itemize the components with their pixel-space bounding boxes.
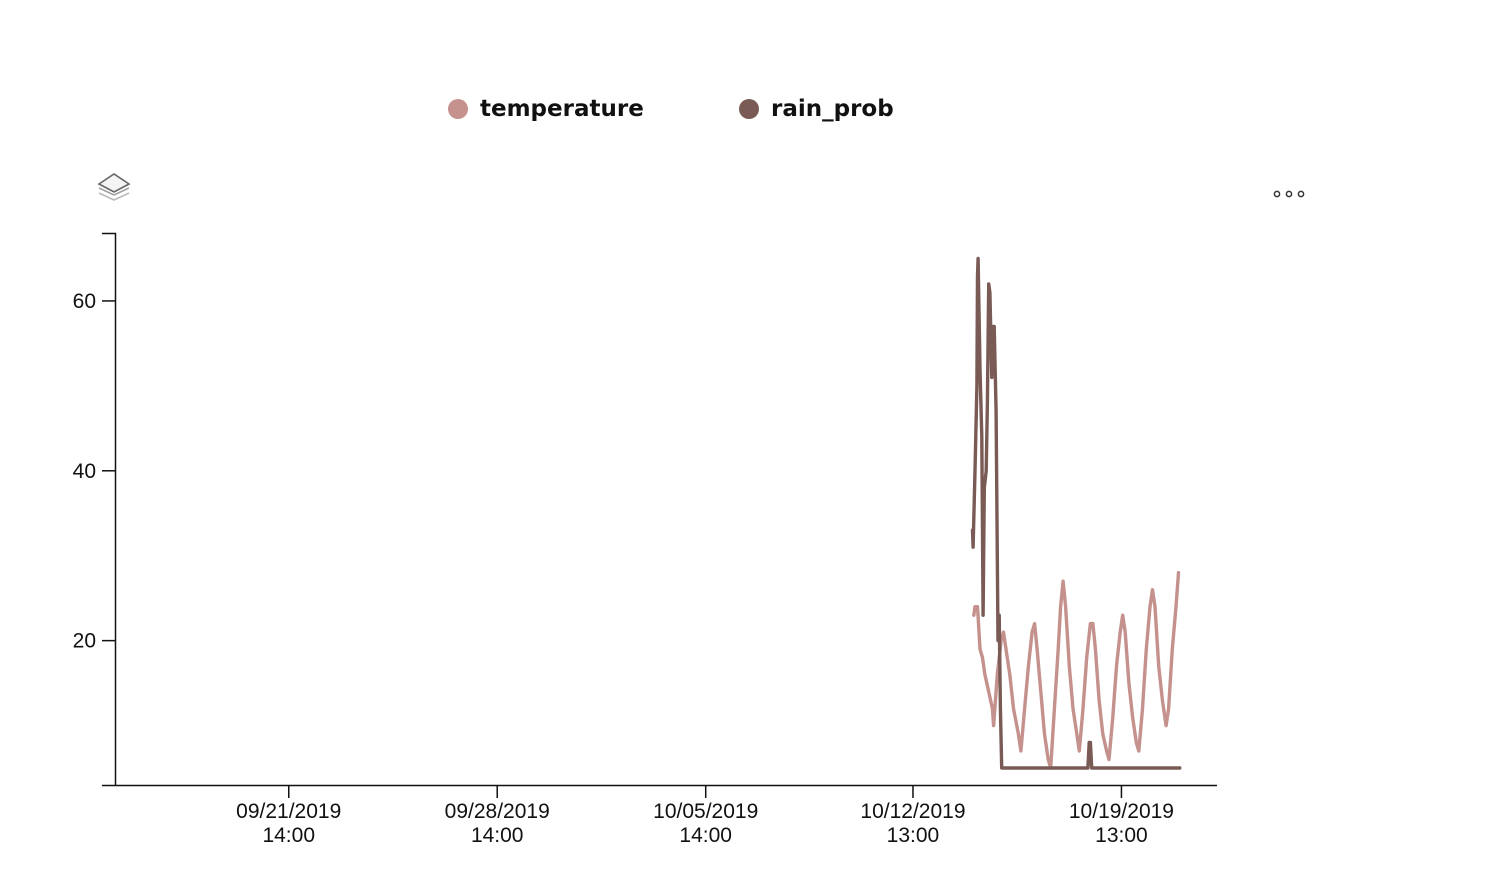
legend-item-temperature[interactable]: temperature: [448, 96, 644, 122]
y-tick-label: 40: [73, 460, 96, 483]
x-axis: 09/21/2019 14:00 09/28/2019 14:00 10/05/2019…: [102, 784, 1217, 847]
x-tick-label: 09/21/2019 14:00: [236, 800, 341, 847]
legend-marker-rain-prob: [739, 99, 759, 119]
y-tick-label: 20: [73, 630, 96, 653]
x-tick-label: 10/19/2019 13:00: [1069, 800, 1174, 847]
more-options-dot: [1285, 190, 1293, 198]
legend[interactable]: temperature rain_prob: [448, 96, 894, 122]
layers-icon-top: [97, 173, 131, 193]
x-tick-label: 09/28/2019 14:00: [445, 800, 550, 847]
more-options-icon[interactable]: [1273, 190, 1305, 198]
layers-icon[interactable]: [97, 173, 131, 201]
legend-label-rain-prob: rain_prob: [771, 96, 894, 122]
x-tick-label: 10/12/2019 13:00: [860, 800, 965, 847]
x-tick-label: 10/05/2019 14:00: [653, 800, 758, 847]
plot-area: [970, 256, 1182, 770]
legend-label-temperature: temperature: [480, 96, 644, 122]
series-line-rain-prob[interactable]: [970, 256, 1182, 770]
more-options-dot: [1297, 190, 1305, 198]
layers-icon-bottom: [98, 192, 130, 201]
series-line-temperature[interactable]: [972, 571, 1181, 770]
legend-item-rain-prob[interactable]: rain_prob: [739, 96, 894, 122]
y-tick-label: 60: [73, 290, 96, 313]
y-axis: 20 40 60: [73, 232, 117, 785]
layers-icon-middle: [98, 187, 130, 196]
y-axis-line: [102, 232, 117, 785]
legend-marker-temperature: [448, 99, 468, 119]
more-options-dot: [1273, 190, 1281, 198]
